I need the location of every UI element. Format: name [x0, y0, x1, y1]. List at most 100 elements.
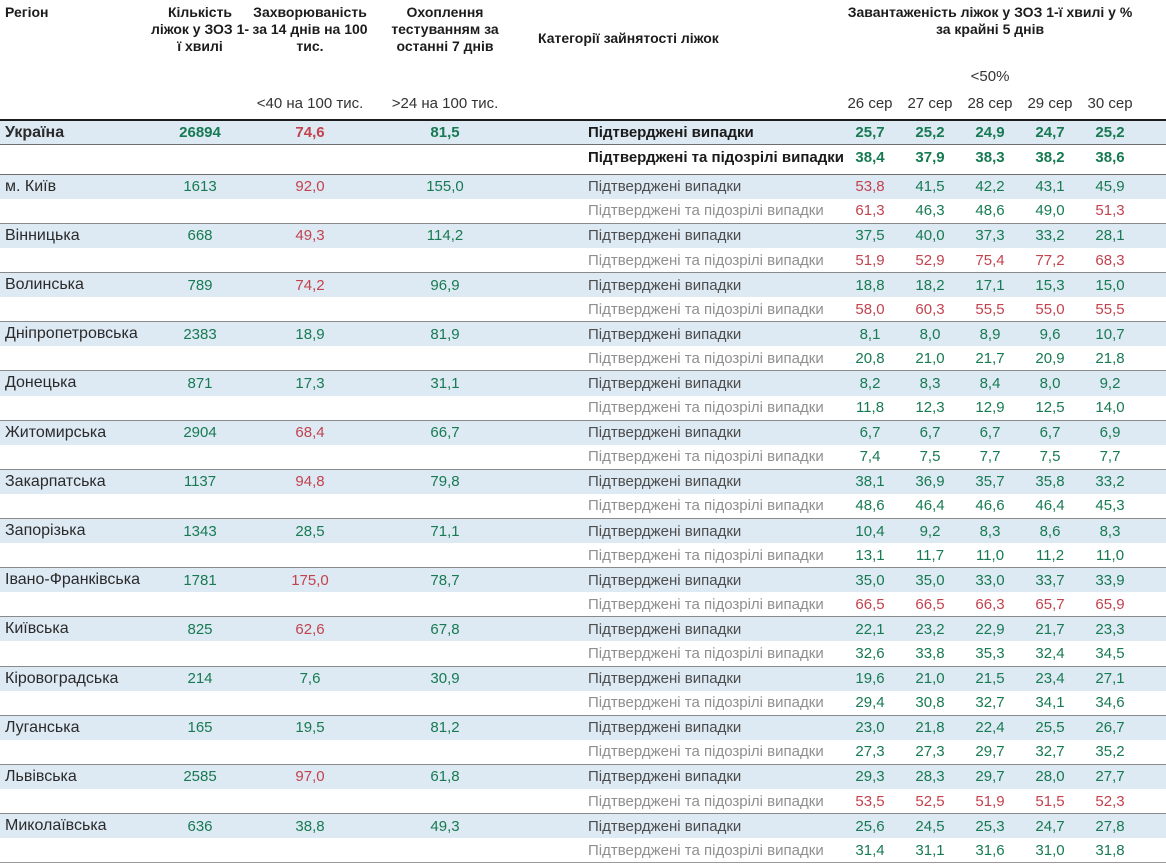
testing-value: 31,1 [370, 370, 520, 396]
occupancy-value: 46,3 [900, 198, 960, 224]
col-header-incidence: Захворюваність за 14 днів на 100 тис. [252, 4, 368, 55]
occupancy-value: 21,0 [900, 665, 960, 691]
occupancy-value: 46,6 [960, 493, 1020, 519]
occupancy-value: 7,5 [900, 444, 960, 470]
category-label-confirmed: Підтверджені випадки [520, 665, 840, 691]
row-spacer [1140, 641, 1166, 667]
col-header-region: Регіон [5, 4, 49, 20]
occupancy-value: 55,5 [1080, 297, 1141, 322]
col-header-occupancy: Завантаженість ліжок у ЗОЗ 1-ї хвилі у %… [847, 4, 1133, 38]
category-label-confirmed: Підтверджені випадки [520, 714, 840, 740]
row-spacer [1140, 813, 1166, 839]
region-row-confirmed: Кіровоградська 214 7,6 30,9 Підтверджені вип… [0, 665, 1166, 691]
occupancy-value: 27,8 [1080, 813, 1141, 839]
region-name: Україна [0, 119, 150, 146]
occupancy-value: 12,9 [960, 395, 1020, 421]
occupancy-threshold-label: <50% [970, 67, 1010, 85]
row-spacer [1140, 444, 1166, 470]
incidence-empty [250, 198, 370, 224]
occupancy-value: 45,9 [1080, 173, 1141, 199]
region-name-empty [0, 739, 150, 765]
occupancy-value: 8,1 [840, 321, 900, 347]
occupancy-value: 51,9 [960, 789, 1020, 814]
region-row-confirmed: Луганська 165 19,5 81,2 Підтверджені випадки… [0, 714, 1166, 740]
region-name: Івано-Франківська [0, 567, 150, 593]
beds-empty [150, 739, 250, 765]
category-label-confirmed: Підтверджені випадки [520, 321, 840, 347]
region-row-confirmed: Житомирська 2904 68,4 66,7 Підтверджені випа… [0, 419, 1166, 445]
occupancy-value: 21,5 [960, 665, 1020, 691]
incidence-empty [250, 543, 370, 568]
testing-empty [370, 493, 520, 519]
category-label-confirmed-suspected: Підтверджені та підозрілі випадки [520, 641, 840, 667]
occupancy-value: 6,9 [1080, 419, 1141, 445]
region-row-confirmed-suspected: Підтверджені та підозрілі випадки 31,4 31,… [0, 838, 1166, 864]
row-spacer [1140, 119, 1166, 146]
occupancy-value: 32,7 [960, 690, 1020, 716]
occupancy-value: 49,0 [1020, 198, 1080, 224]
incidence-value: 62,6 [250, 616, 370, 642]
testing-value: 67,8 [370, 616, 520, 642]
region-name-empty [0, 838, 150, 864]
testing-value: 114,2 [370, 222, 520, 248]
occupancy-value: 19,6 [840, 665, 900, 691]
incidence-empty [250, 493, 370, 519]
occupancy-value: 28,3 [900, 763, 960, 790]
date-header-4: 29 сер [1027, 95, 1073, 113]
category-label-confirmed-suspected: Підтверджені та підозрілі випадки [520, 144, 844, 170]
col-header-beds: Кількість ліжок у ЗОЗ 1-ї хвилі [150, 4, 250, 55]
occupancy-value: 7,7 [1080, 444, 1141, 470]
header-spacer [0, 90, 150, 120]
occupancy-value: 21,8 [900, 714, 960, 740]
occupancy-value: 53,5 [840, 789, 900, 814]
beds-empty [150, 543, 250, 568]
beds-empty [150, 297, 250, 322]
occupancy-value: 24,9 [960, 119, 1020, 146]
occupancy-value: 27,7 [1080, 763, 1141, 790]
occupancy-value: 51,5 [1020, 789, 1080, 814]
category-label-confirmed-suspected: Підтверджені та підозрілі випадки [520, 592, 840, 617]
occupancy-value: 32,4 [1020, 641, 1080, 667]
incidence-empty [250, 641, 370, 667]
region-name: Львівська [0, 763, 150, 790]
occupancy-value: 27,1 [1080, 665, 1141, 691]
occupancy-value: 35,3 [960, 641, 1020, 667]
row-spacer [1140, 395, 1166, 421]
region-name-empty [0, 641, 150, 667]
beds-empty [150, 592, 250, 617]
testing-empty [370, 641, 520, 667]
category-label-confirmed-suspected: Підтверджені та підозрілі випадки [520, 444, 840, 470]
region-row-confirmed-suspected: Підтверджені та підозрілі випадки 51,9 52,… [0, 247, 1166, 273]
occupancy-value: 46,4 [900, 493, 960, 519]
beds-value: 165 [150, 714, 250, 740]
occupancy-value: 24,7 [1020, 119, 1080, 146]
col-header-category: Категорії зайнятості ліжок [538, 30, 719, 46]
testing-empty [370, 247, 520, 273]
occupancy-value: 15,3 [1020, 272, 1080, 298]
occupancy-value: 8,2 [840, 370, 900, 396]
incidence-empty [250, 144, 370, 170]
region-name: Закарпатська [0, 468, 150, 494]
occupancy-value: 37,3 [960, 222, 1020, 248]
occupancy-value: 8,0 [900, 321, 960, 347]
occupancy-value: 21,7 [960, 346, 1020, 371]
region-row-confirmed-suspected: Підтверджені та підозрілі випадки 58,0 60,… [0, 297, 1166, 322]
occupancy-value: 6,7 [840, 419, 900, 445]
date-header-5: 30 сер [1087, 95, 1133, 113]
occupancy-value: 18,2 [900, 272, 960, 298]
beds-empty [150, 198, 250, 224]
date-header-1: 26 сер [847, 95, 893, 113]
incidence-value: 28,5 [250, 518, 370, 544]
incidence-value: 68,4 [250, 419, 370, 445]
category-label-confirmed: Підтверджені випадки [520, 468, 840, 494]
occupancy-value: 46,4 [1020, 493, 1080, 519]
incidence-value: 7,6 [250, 665, 370, 691]
header-spacer [150, 90, 250, 120]
occupancy-value: 22,9 [960, 616, 1020, 642]
row-spacer [1140, 144, 1166, 170]
category-label-confirmed: Підтверджені випадки [520, 616, 840, 642]
occupancy-value: 8,6 [1020, 518, 1080, 544]
row-spacer [1140, 789, 1166, 814]
incidence-empty [250, 444, 370, 470]
